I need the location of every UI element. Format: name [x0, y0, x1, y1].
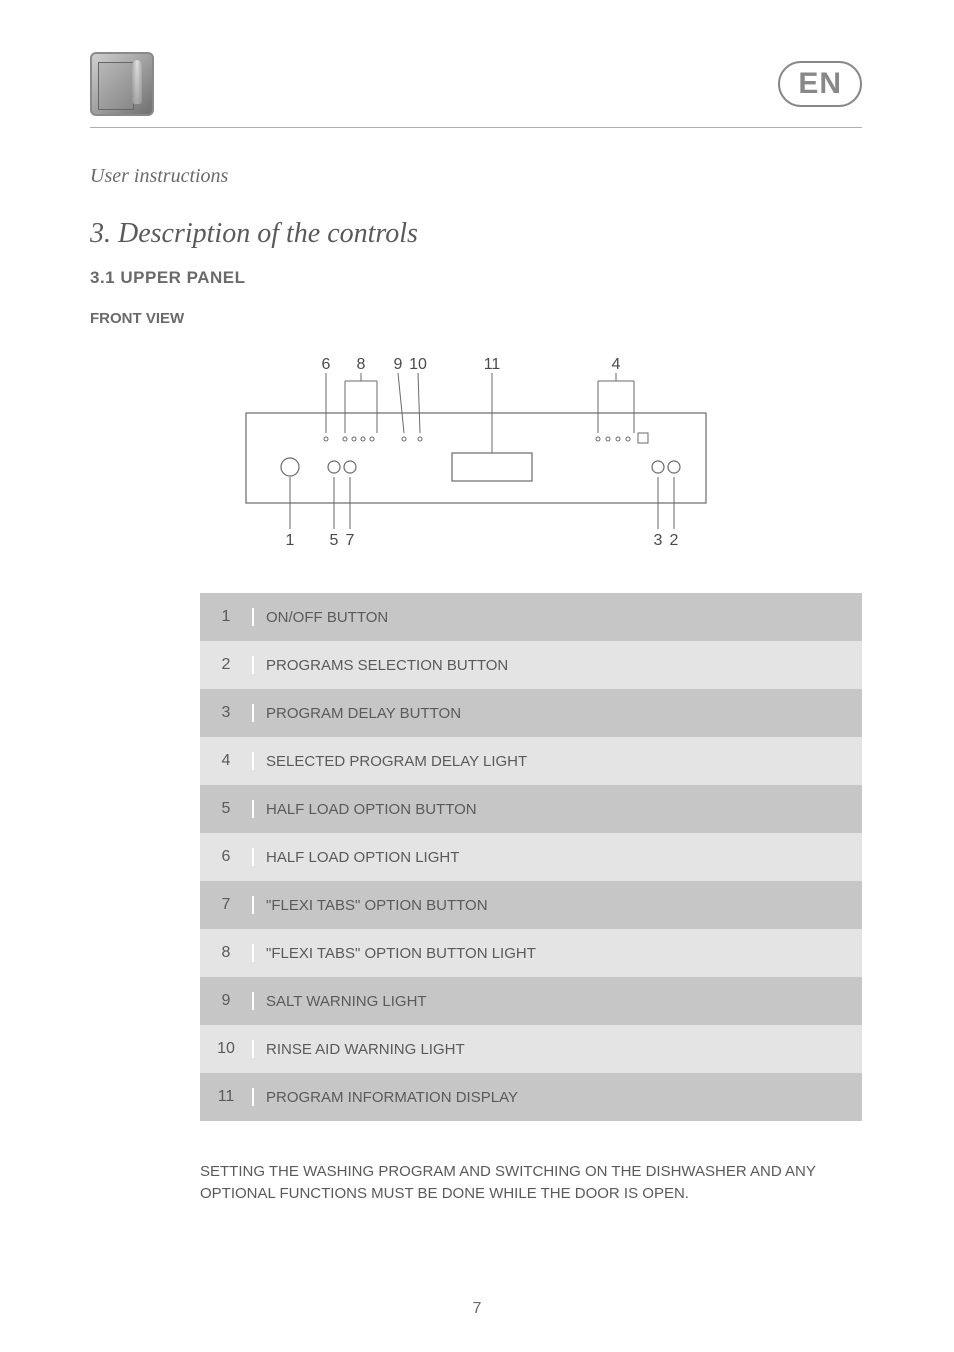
table-row: 11PROGRAM INFORMATION DISPLAY [200, 1073, 862, 1121]
svg-text:9: 9 [394, 356, 403, 373]
table-row: 8"FLEXI TABS" OPTION BUTTON LIGHT [200, 929, 862, 977]
table-row-desc: SELECTED PROGRAM DELAY LIGHT [254, 753, 862, 770]
svg-text:3: 3 [654, 532, 663, 549]
svg-text:10: 10 [409, 356, 427, 373]
table-row-number: 11 [200, 1088, 254, 1106]
svg-text:7: 7 [346, 532, 355, 549]
control-panel-diagram: 6 8 9 10 11 4 1 57 32 [226, 347, 726, 557]
dishwasher-icon [90, 52, 154, 116]
table-row-desc: PROGRAM DELAY BUTTON [254, 705, 862, 722]
subsection-title: 3.1 Upper panel [90, 268, 862, 288]
subsection-title-text: Upper panel [120, 268, 245, 287]
section-number: 3. [90, 218, 111, 249]
table-row-number: 3 [200, 704, 254, 722]
table-row: 3PROGRAM DELAY BUTTON [200, 689, 862, 737]
table-row: 1ON/OFF BUTTON [200, 593, 862, 641]
table-row-number: 4 [200, 752, 254, 770]
svg-text:8: 8 [357, 356, 366, 373]
sub-sub-title: FRONT VIEW [90, 310, 862, 327]
table-row-number: 2 [200, 656, 254, 674]
subsection-number: 3.1 [90, 268, 115, 287]
table-row-desc: "FLEXI TABS" OPTION BUTTON [254, 897, 862, 914]
table-row-number: 1 [200, 608, 254, 626]
svg-text:4: 4 [612, 356, 621, 373]
table-row-number: 8 [200, 944, 254, 962]
table-row-desc: HALF LOAD OPTION BUTTON [254, 801, 862, 818]
svg-text:2: 2 [670, 532, 679, 549]
table-row-desc: PROGRAM INFORMATION DISPLAY [254, 1089, 862, 1106]
table-row: 7"FLEXI TABS" OPTION BUTTON [200, 881, 862, 929]
section-title-text: Description of the controls [118, 218, 418, 249]
table-row-desc: SALT WARNING LIGHT [254, 993, 862, 1010]
table-row-desc: ON/OFF BUTTON [254, 609, 862, 626]
table-row-number: 7 [200, 896, 254, 914]
table-row-number: 9 [200, 992, 254, 1010]
table-row: 10RINSE AID WARNING LIGHT [200, 1025, 862, 1073]
table-row-number: 6 [200, 848, 254, 866]
table-row-desc: "FLEXI TABS" OPTION BUTTON LIGHT [254, 945, 862, 962]
svg-text:5: 5 [330, 532, 339, 549]
table-row-desc: PROGRAMS SELECTION BUTTON [254, 657, 862, 674]
footer-note: SETTING THE WASHING PROGRAM AND SWITCHIN… [200, 1161, 862, 1205]
table-row-number: 10 [200, 1040, 254, 1058]
table-row-desc: HALF LOAD OPTION LIGHT [254, 849, 862, 866]
table-row-desc: RINSE AID WARNING LIGHT [254, 1041, 862, 1058]
table-row: 9SALT WARNING LIGHT [200, 977, 862, 1025]
table-row-number: 5 [200, 800, 254, 818]
svg-text:6: 6 [322, 356, 331, 373]
table-row: 6HALF LOAD OPTION LIGHT [200, 833, 862, 881]
page-number: 7 [0, 1300, 954, 1318]
svg-text:1: 1 [286, 532, 295, 549]
table-row: 5HALF LOAD OPTION BUTTON [200, 785, 862, 833]
table-row: 2PROGRAMS SELECTION BUTTON [200, 641, 862, 689]
user-instructions-label: User instructions [90, 165, 862, 188]
svg-text:11: 11 [484, 356, 501, 373]
language-badge: EN [778, 61, 862, 107]
section-title: 3. Description of the controls [90, 218, 862, 250]
table-row: 4SELECTED PROGRAM DELAY LIGHT [200, 737, 862, 785]
controls-table: 1ON/OFF BUTTON2PROGRAMS SELECTION BUTTON… [200, 593, 862, 1121]
